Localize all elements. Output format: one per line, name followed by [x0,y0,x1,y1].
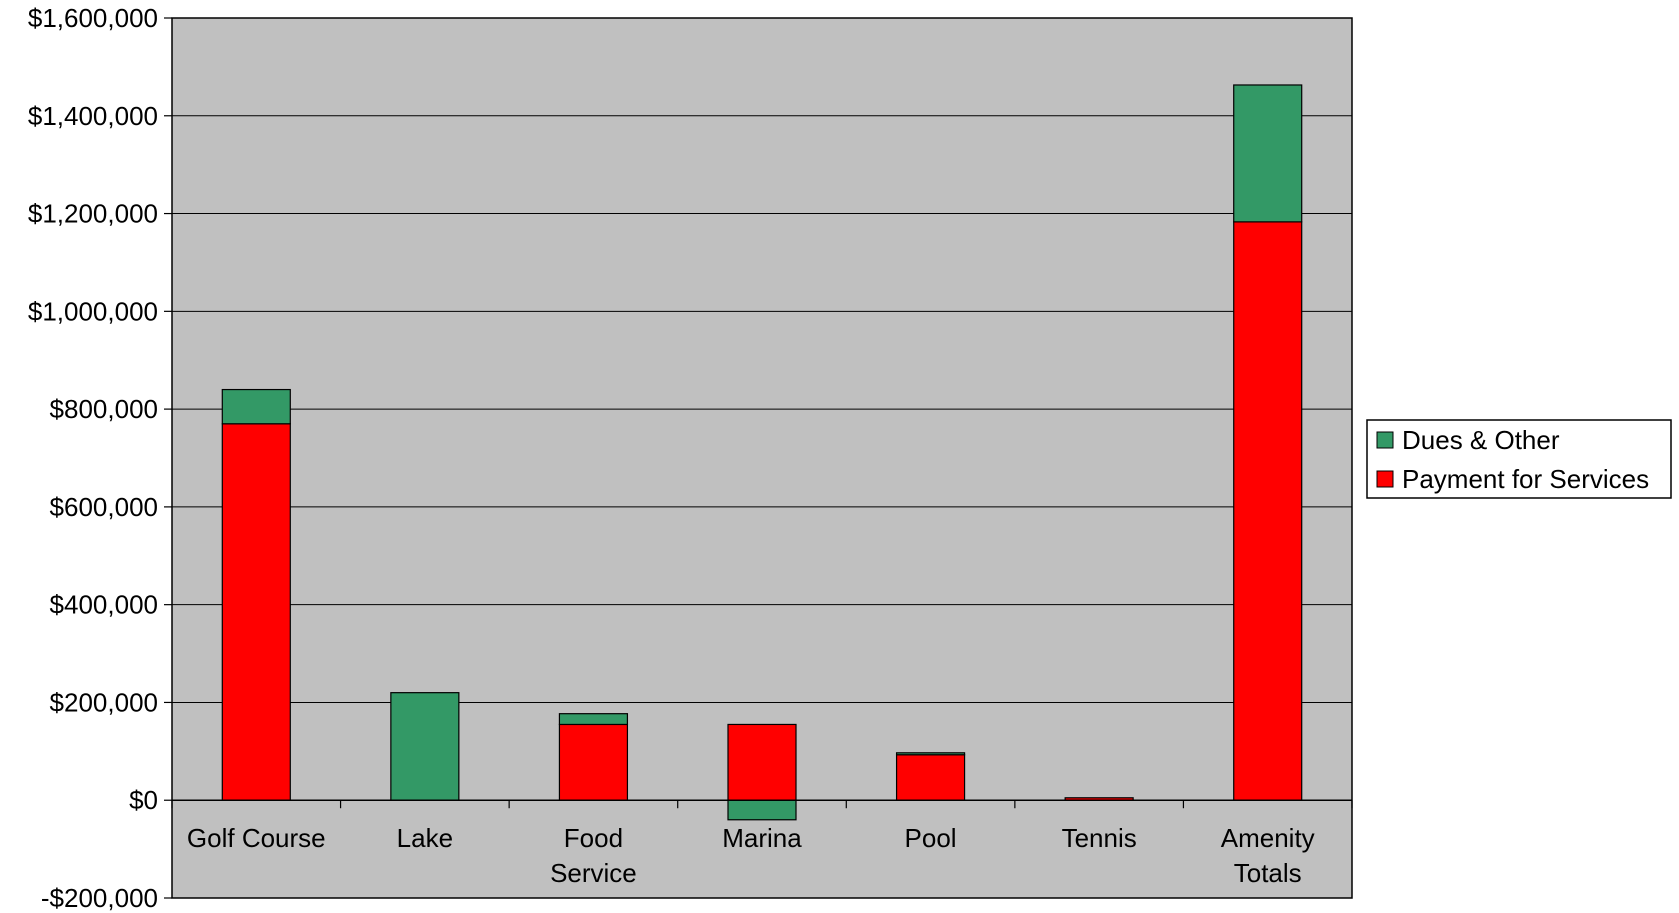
x-tick-label: Marina [722,823,802,853]
x-tick-label: Amenity Totals [1221,823,1315,888]
legend-swatch-dues-other [1376,431,1394,449]
y-tick-label: $1,000,000 [28,296,158,326]
bar-payment-for-services-4 [895,754,966,801]
y-tick-label: $1,400,000 [28,101,158,131]
zero-axis [171,799,1353,809]
gridlines [172,115,1352,801]
y-axis-tick-labels: $1,600,000 $1,400,000 $1,200,000 $1,000,000… [28,3,172,913]
x-tick-label: Food Service [550,823,637,888]
legend-box [1366,419,1672,499]
bars [221,84,1303,821]
bar-dues-other-1 [390,692,460,801]
x-tick-label: Pool [905,823,957,853]
y-tick-label: $400,000 [50,590,158,620]
bar-payment-for-services-0 [221,423,291,801]
bar-dues-other-2 [558,713,629,726]
y-tick-label: -$200,000 [41,883,158,913]
bar-dues-other-6 [1233,84,1303,223]
y-tick-label: $1,600,000 [28,3,158,33]
y-tick-label: $1,200,000 [28,199,158,229]
bar-dues-other-0 [221,388,291,425]
y-tick-label: $800,000 [50,394,158,424]
bar-payment-for-services-6 [1233,221,1303,801]
legend-swatch-payment-for-services [1376,470,1394,488]
legend-label-dues-other: Dues & Other [1402,425,1560,455]
legend-label-payment-for-services: Payment for Services [1402,464,1649,494]
x-tick-label: Tennis [1062,823,1137,853]
y-tick-label: $600,000 [50,492,158,522]
x-tick-label: Lake [397,823,453,853]
y-tick-label: $0 [129,785,158,815]
x-axis-tick-labels: Golf Course Lake Food Service Marina Pool Tenn… [187,823,1315,888]
bar-dues-other-3 [727,799,797,821]
bar-dues-other-4 [895,752,966,756]
bar-payment-for-services-3 [727,723,797,801]
bar-payment-for-services-2 [558,723,629,801]
x-tick-label: Golf Course [187,823,326,853]
y-tick-label: $200,000 [50,687,158,717]
legend: Dues & Other Payment for Services [1366,419,1672,499]
